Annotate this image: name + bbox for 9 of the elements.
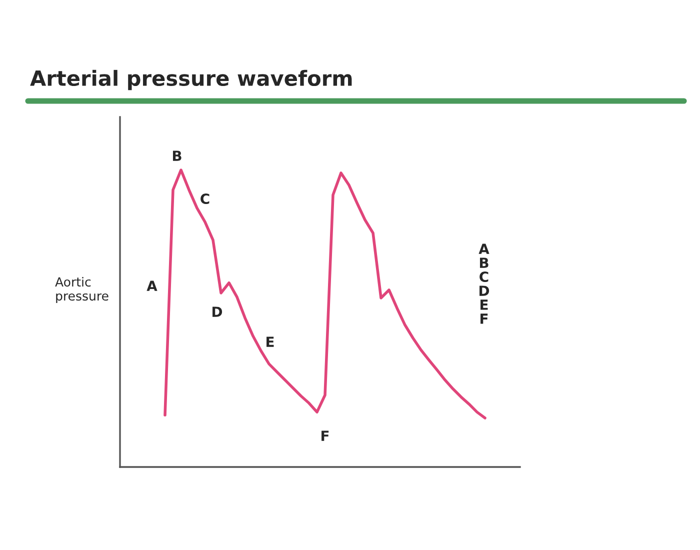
text: B <box>172 150 182 161</box>
annotation: F <box>322 430 329 441</box>
annotation: D <box>212 306 222 317</box>
annotation: A B C D E F <box>478 244 490 324</box>
annotation: C <box>200 194 210 204</box>
chart-title: Arterial pressure waveform <box>30 70 352 90</box>
y-axis-title: Aortic pressure <box>55 276 108 304</box>
annotation: E <box>266 336 274 347</box>
text: A <box>146 280 158 291</box>
